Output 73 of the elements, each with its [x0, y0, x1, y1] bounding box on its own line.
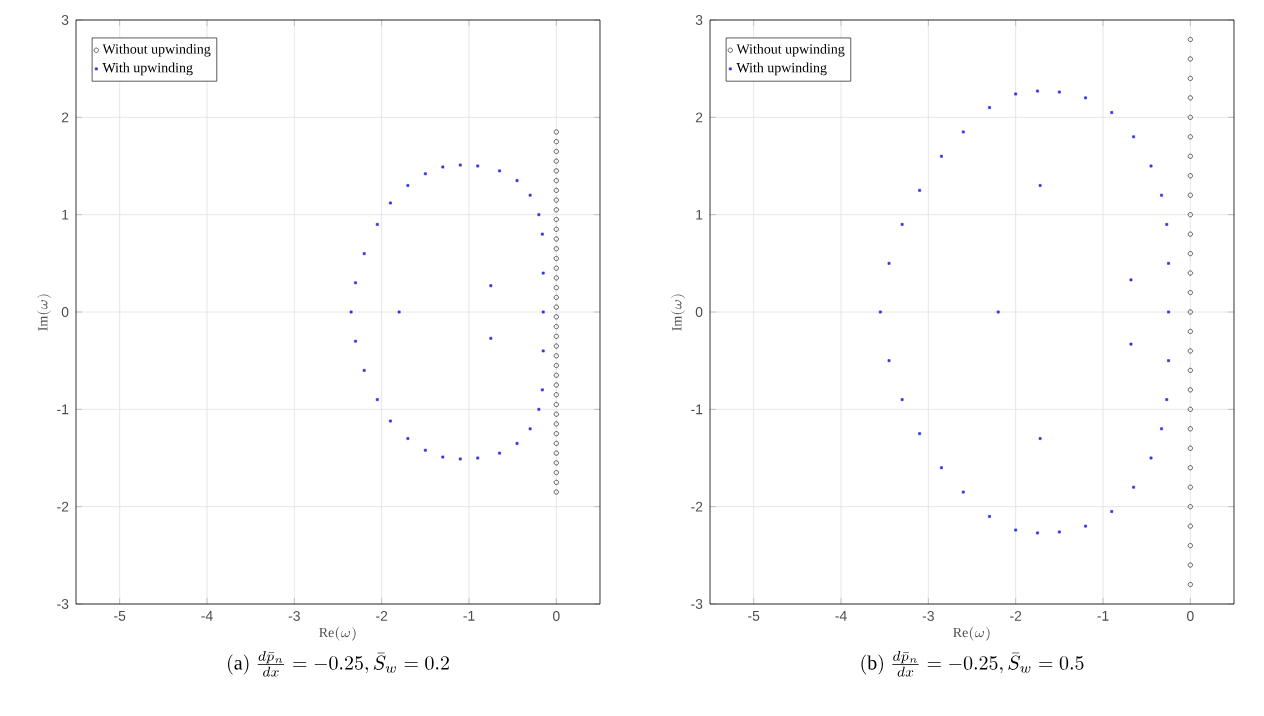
point [553, 324, 559, 330]
point [553, 450, 559, 456]
point [1187, 484, 1193, 490]
point [553, 285, 559, 291]
point [553, 460, 559, 466]
point [553, 470, 559, 476]
point [553, 139, 559, 145]
point [1187, 328, 1193, 334]
point [553, 392, 559, 398]
point [553, 255, 559, 261]
point [1187, 56, 1193, 62]
point [1187, 348, 1193, 354]
point [1187, 465, 1193, 471]
point [1187, 95, 1193, 101]
point [553, 207, 559, 213]
point [553, 353, 559, 359]
point [553, 431, 559, 437]
point [1187, 290, 1193, 296]
point [553, 440, 559, 446]
point [553, 401, 559, 407]
point [1187, 75, 1193, 81]
point [1187, 270, 1193, 276]
point [1187, 153, 1193, 159]
y-axis-title: $\mathrm{Im}(\omega)$ [36, 294, 51, 331]
x-axis-title: $\mathrm{Re}(\omega)$ [953, 626, 990, 641]
point [1187, 562, 1193, 568]
point [1187, 192, 1193, 198]
point [553, 304, 559, 310]
point [553, 333, 559, 339]
point [1187, 309, 1193, 315]
point [553, 217, 559, 223]
point [553, 168, 559, 174]
point [553, 226, 559, 232]
point [1187, 173, 1193, 179]
point [553, 275, 559, 281]
point [553, 363, 559, 369]
point [1187, 114, 1193, 120]
text: $\mathrm{(a)}\ \frac{d\bar{p}_n}{dx} = -0.25, \bar{S}_w = 0.2$ [228, 650, 449, 677]
point [553, 178, 559, 184]
point [1187, 445, 1193, 451]
point [1187, 523, 1193, 529]
point [553, 148, 559, 154]
point [553, 158, 559, 164]
point [553, 294, 559, 300]
point [1187, 134, 1193, 140]
point [553, 187, 559, 193]
y-axis-title: $\mathrm{Im}(\omega)$ [670, 294, 685, 331]
text: $\mathrm{(b)}\ \frac{d\bar{p}_n}{dx} = -0.25, \bar{S}_w = 0.5$ [861, 650, 1084, 677]
point [1187, 406, 1193, 412]
point [1187, 367, 1193, 373]
point [1187, 582, 1193, 588]
point [553, 411, 559, 417]
point [553, 372, 559, 378]
point [1187, 543, 1193, 549]
point [553, 489, 559, 495]
x-axis-title: $\mathrm{Re}(\omega)$ [319, 626, 356, 641]
point [1187, 426, 1193, 432]
point [553, 246, 559, 252]
point [553, 236, 559, 242]
point [1187, 231, 1193, 237]
point [1187, 504, 1193, 510]
point [1187, 36, 1193, 42]
point [1187, 212, 1193, 218]
point [553, 479, 559, 485]
point [553, 129, 559, 135]
point [553, 343, 559, 349]
point [553, 314, 559, 320]
point [1187, 387, 1193, 393]
point [1187, 251, 1193, 257]
point [553, 197, 559, 203]
point [553, 421, 559, 427]
point [553, 382, 559, 388]
point [553, 265, 559, 271]
